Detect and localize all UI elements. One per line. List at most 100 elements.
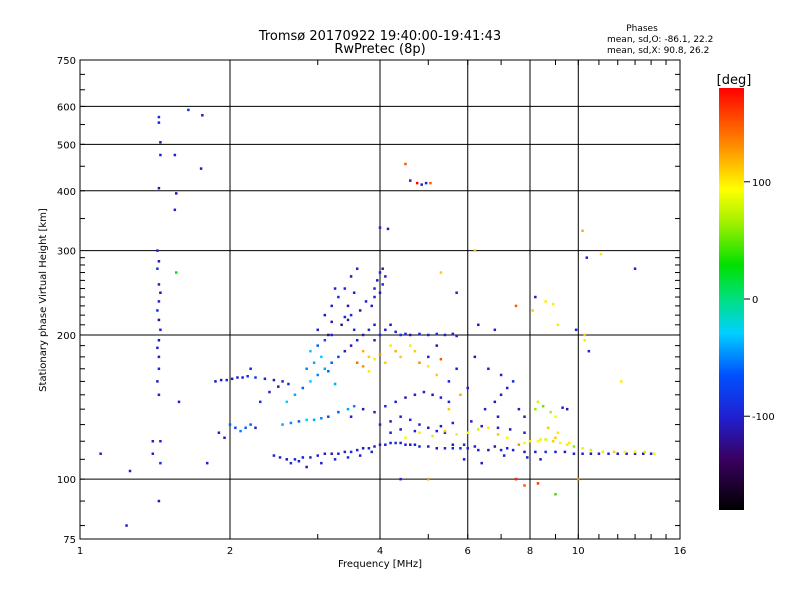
echo-point — [244, 426, 247, 430]
echo-point — [384, 404, 387, 408]
echo-point — [493, 328, 497, 332]
echo-point — [643, 450, 647, 454]
echo-point — [278, 456, 282, 459]
echo-point — [493, 400, 497, 404]
echo-point — [399, 415, 402, 418]
echo-point — [349, 415, 353, 418]
echo-point — [327, 369, 330, 373]
echo-point — [487, 367, 490, 371]
echo-point — [285, 458, 289, 461]
echo-point — [623, 450, 627, 454]
echo-point — [361, 349, 365, 353]
echo-point — [349, 344, 353, 347]
echo-point — [157, 186, 161, 190]
echo-point — [352, 328, 356, 332]
echo-point — [384, 275, 387, 278]
echo-point — [236, 376, 239, 379]
echo-point — [435, 373, 439, 377]
echo-point — [99, 452, 102, 455]
echo-point — [309, 380, 312, 383]
echo-point — [581, 229, 584, 233]
echo-point — [376, 279, 379, 282]
echo-point — [572, 445, 576, 448]
echo-point — [551, 439, 555, 443]
echo-point — [431, 434, 434, 438]
echo-point — [439, 271, 443, 274]
echo-point — [523, 484, 526, 487]
echo-point — [556, 323, 560, 327]
echo-point — [281, 380, 284, 383]
echo-point — [323, 367, 327, 371]
y-tick-label: 100 — [57, 475, 76, 486]
echo-point — [323, 452, 327, 455]
echo-point — [517, 443, 521, 446]
echo-point — [587, 349, 591, 353]
echo-point — [551, 302, 555, 306]
echo-point — [427, 355, 430, 359]
echo-point — [234, 426, 237, 430]
echo-point — [159, 461, 162, 465]
echo-point — [641, 452, 645, 455]
echo-point — [415, 181, 419, 185]
grid-lines — [80, 60, 680, 539]
echo-point — [316, 373, 319, 377]
echo-point — [583, 338, 586, 342]
echo-point — [330, 320, 333, 324]
colorbar-tick-label: 100 — [752, 178, 771, 189]
echo-point — [373, 338, 376, 342]
echo-point — [439, 357, 443, 361]
echo-point — [429, 181, 432, 185]
echo-point — [358, 454, 362, 457]
echo-point — [633, 450, 637, 454]
echo-point — [312, 418, 316, 422]
echo-point — [455, 334, 458, 338]
echo-point — [187, 108, 190, 112]
echo-point — [327, 415, 330, 418]
echo-point — [466, 386, 469, 390]
echo-point — [389, 431, 392, 434]
echo-point — [157, 367, 161, 371]
echo-point — [487, 448, 490, 452]
echo-point — [343, 315, 347, 319]
echo-point — [301, 386, 305, 390]
echo-point — [541, 404, 545, 408]
echo-point — [427, 365, 430, 368]
echo-point — [254, 426, 257, 430]
echo-point — [225, 378, 228, 382]
stats-x-line: mean, sd,X: 90.8, 26.2 — [607, 46, 709, 56]
echo-point — [337, 295, 340, 299]
echo-point — [447, 407, 451, 411]
echo-point — [323, 313, 327, 317]
echo-point — [477, 323, 480, 327]
echo-point — [480, 461, 483, 465]
echo-point — [556, 431, 560, 434]
echo-point — [499, 393, 503, 397]
echo-point — [277, 385, 280, 388]
colorbar-tick-label: 0 — [752, 295, 758, 306]
echo-point — [447, 400, 451, 404]
echo-point — [159, 141, 162, 144]
echo-point — [585, 256, 589, 259]
echo-point — [420, 183, 423, 186]
echo-point — [459, 447, 462, 450]
echo-point — [451, 421, 455, 425]
echo-point — [259, 400, 262, 404]
echo-point — [517, 407, 521, 411]
x-tick-label: 1 — [77, 546, 83, 557]
echo-point — [422, 390, 426, 394]
echo-point — [346, 456, 350, 459]
echo-point — [378, 271, 382, 274]
echo-point — [316, 344, 319, 347]
echo-point — [346, 304, 350, 308]
echo-point — [418, 423, 421, 426]
echo-point — [349, 450, 353, 454]
echo-point — [399, 428, 402, 431]
echo-point — [316, 328, 319, 332]
echo-point — [483, 407, 487, 411]
echo-point — [511, 380, 515, 383]
y-tick-label: 750 — [57, 56, 76, 67]
echo-point — [305, 418, 308, 422]
echo-point — [373, 287, 376, 290]
echo-point — [459, 393, 462, 397]
echo-point — [219, 378, 223, 382]
